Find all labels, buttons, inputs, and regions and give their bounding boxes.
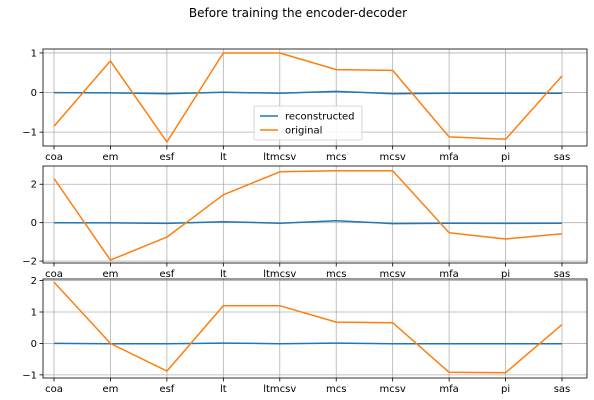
x-tick-label: ltmcsv bbox=[263, 152, 296, 163]
axes-frame bbox=[42, 48, 588, 147]
x-tick-label: ltmcsv bbox=[263, 384, 296, 395]
x-tick-label: lt bbox=[220, 269, 227, 280]
x-tick-label: esf bbox=[159, 152, 174, 163]
x-tick-label: mcs bbox=[326, 269, 346, 280]
x-tick-label: esf bbox=[159, 269, 174, 280]
subplot-1: coa em esf lt ltmcsv mcs mcsv mfa pi sas −1 0 1 recon… bbox=[22, 48, 588, 163]
x-tick-label: mcsv bbox=[379, 384, 405, 395]
x-tick-label: pi bbox=[501, 384, 510, 395]
y-tick-label: 0 bbox=[31, 339, 37, 350]
x-tick-label: em bbox=[102, 384, 118, 395]
x-tick-label: sas bbox=[554, 384, 571, 395]
figure-title: Before training the encoder-decoder bbox=[189, 6, 407, 20]
legend: reconstructed original bbox=[253, 105, 363, 141]
x-tick-label: pi bbox=[501, 269, 510, 280]
x-tick-label: em bbox=[102, 152, 118, 163]
series-line-reconstructed bbox=[53, 342, 562, 345]
x-tick-label: coa bbox=[45, 152, 63, 163]
series-line-reconstructed bbox=[53, 219, 563, 225]
series-line-original bbox=[53, 281, 563, 374]
series-line-original bbox=[53, 52, 563, 143]
x-tick-label: mcs bbox=[326, 384, 346, 395]
x-tick-label: lt bbox=[220, 384, 227, 395]
y-tick-label: 0 bbox=[31, 218, 37, 229]
x-tick-label: pi bbox=[501, 152, 510, 163]
x-tick-label: coa bbox=[45, 384, 63, 395]
y-tick-label: −1 bbox=[22, 370, 37, 381]
y-tick-label: −1 bbox=[22, 128, 37, 139]
subplot-2: coa em esf lt ltmcsv mcs mcsv mfa pi sas −2 0 2 bbox=[22, 165, 588, 280]
x-tick-label: mfa bbox=[439, 269, 458, 280]
series-line-reconstructed bbox=[53, 90, 562, 95]
x-tick-label: ltmcsv bbox=[263, 269, 296, 280]
legend-box bbox=[253, 105, 363, 141]
x-tick-label: coa bbox=[45, 269, 63, 280]
axes-frame bbox=[42, 165, 588, 264]
x-tick-label: lt bbox=[220, 152, 227, 163]
y-tick-label: −2 bbox=[22, 257, 37, 268]
y-tick-label: 2 bbox=[31, 180, 37, 191]
series-line-original bbox=[53, 170, 563, 261]
x-tick-label: mcsv bbox=[379, 152, 405, 163]
charts-container: coa em esf lt ltmcsv mcs mcsv mfa pi sas−101recon… bbox=[22, 48, 588, 395]
y-tick-label: 1 bbox=[31, 48, 37, 59]
y-tick-label: 0 bbox=[31, 88, 37, 99]
y-tick-label: 1 bbox=[31, 308, 37, 319]
x-tick-label: sas bbox=[554, 269, 571, 280]
x-tick-label: sas bbox=[554, 152, 571, 163]
y-tick-label: 2 bbox=[31, 276, 37, 287]
legend-entry: original bbox=[285, 126, 322, 137]
x-tick-label: mcsv bbox=[379, 269, 405, 280]
legend-entry: reconstructed bbox=[285, 112, 355, 123]
x-tick-label: mcs bbox=[326, 152, 346, 163]
x-tick-label: em bbox=[102, 269, 118, 280]
subplot-3: coa em esf lt ltmcsv mcs mcsv mfa pi sas −1 0 1 2 bbox=[22, 276, 588, 395]
x-tick-label: esf bbox=[159, 384, 174, 395]
x-tick-label: mfa bbox=[439, 152, 458, 163]
axes-frame bbox=[42, 278, 588, 379]
x-tick-label: mfa bbox=[439, 384, 458, 395]
